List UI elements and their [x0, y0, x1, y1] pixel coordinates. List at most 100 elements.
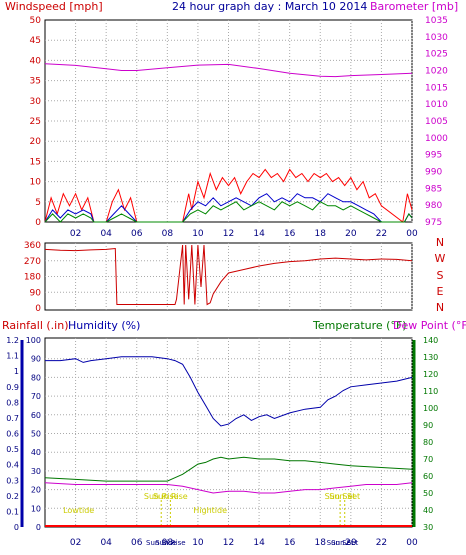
wind-x-tick-label: 14 — [253, 229, 265, 239]
barometer-axis-label: Barometer [mb] — [370, 0, 458, 13]
windspeed-tick-label: 45 — [30, 36, 41, 46]
temperature-tick-label: 120 — [423, 370, 438, 379]
temperature-tick-label: 40 — [423, 506, 433, 515]
windspeed-tick-label: 0 — [35, 218, 41, 228]
wind-x-tick-label: 04 — [100, 229, 112, 239]
rainfall-tick-label: 0.1 — [6, 507, 19, 516]
wind-direction-series — [44, 244, 413, 306]
humidity-tick-label: 20 — [31, 486, 41, 495]
barometer-tick-label: 1020 — [425, 67, 448, 77]
temperature-x-tick-label: 18 — [315, 538, 327, 548]
tide-marker-label: Hightide — [193, 506, 227, 515]
humidity-axis-label: Humidity (%) — [68, 319, 140, 332]
wind-x-tick-label: 00 — [406, 229, 418, 239]
wind-x-tick-label: 08 — [162, 229, 174, 239]
humidity-tick-label: 60 — [31, 411, 41, 420]
temperature-tick-label: 140 — [423, 336, 438, 345]
rainfall-tick-label: 0.2 — [6, 492, 19, 501]
barometer-tick-label: 1035 — [425, 16, 448, 26]
temperature-tick-label: 60 — [423, 472, 433, 481]
temperature-x-tick-label: 04 — [100, 538, 112, 548]
barometer-tick-label: 980 — [425, 201, 442, 211]
direction-panel-grid — [45, 243, 413, 310]
direction-degree-label: 180 — [24, 273, 41, 283]
wind-panel-grid — [45, 20, 413, 222]
direction-compass-label: S — [437, 269, 444, 282]
direction-degree-label: 270 — [24, 257, 41, 267]
wind-x-tick-label: 18 — [315, 229, 327, 239]
sun-marker-label: Sun Rise — [144, 492, 179, 501]
windspeed-tick-label: 15 — [30, 157, 41, 167]
rainfall-tick-label: 0.8 — [6, 398, 19, 407]
temperature-tick-label: 80 — [423, 438, 433, 447]
direction-degree-label: 360 — [24, 241, 41, 251]
temperature-x-tick-label: 22 — [376, 538, 387, 548]
direction-degree-label: 0 — [35, 304, 41, 314]
barometer-tick-label: 990 — [425, 168, 442, 178]
wind-direction-line — [44, 244, 413, 306]
temperature-x-tick-label: 20 — [345, 538, 357, 548]
sun-marker-axis-label: Sun Rise — [155, 539, 185, 547]
temperature-line — [44, 456, 413, 482]
wind-x-tick-label: 10 — [192, 229, 204, 239]
sun-marker-label: Sun Set — [325, 492, 356, 501]
rainfall-tick-label: 0 — [14, 523, 19, 532]
average-line — [44, 201, 413, 223]
temperature-x-tick-label: 10 — [192, 538, 204, 548]
rainfall-axis-label: Rainfall (.in) — [2, 319, 69, 332]
barometer-tick-label: 1030 — [425, 33, 448, 43]
windspeed-tick-labels: 0 5 10 15 20 25 30 35 40 45 50 — [30, 16, 42, 228]
windspeed-axis-label: Windspeed [mph] — [5, 0, 103, 13]
windspeed-tick-label: 20 — [30, 137, 42, 147]
temperature-x-tick-label: 06 — [131, 538, 143, 548]
temperature-tick-label: 30 — [423, 523, 433, 532]
barometer-tick-label: 985 — [425, 184, 442, 194]
temperature-tick-label: 70 — [423, 455, 433, 464]
temperature-tick-label: 50 — [423, 489, 433, 498]
temperature-tick-label: 110 — [423, 387, 438, 396]
temperature-x-tick-label: 08 — [162, 538, 174, 548]
windspeed-tick-label: 35 — [30, 77, 41, 87]
humidity-tick-label: 30 — [31, 467, 41, 476]
wind-x-tick-label: 12 — [223, 229, 234, 239]
direction-compass-label: W — [435, 252, 446, 265]
temperature-tick-labels: 30 40 50 60 70 80 90 100 110 120 130 140 — [423, 336, 438, 532]
humidity-tick-labels: 0 10 20 30 40 50 60 70 80 90 100 — [26, 336, 41, 532]
rainfall-tick-label: 0.9 — [6, 383, 19, 392]
rainfall-tick-label: 1 — [14, 367, 19, 376]
rainfall-tick-label: 0.3 — [6, 476, 19, 485]
barometer-tick-labels: 975 980 985 990 995 1000 1005 1010 1015 1020 1025 1… — [425, 16, 448, 228]
temperature-tick-label: 90 — [423, 421, 433, 430]
barometer-tick-label: 1005 — [425, 117, 448, 127]
temperature-tick-label: 130 — [423, 353, 438, 362]
temperature-panel-grid — [45, 338, 413, 527]
barometer-tick-label: 1000 — [425, 134, 448, 144]
wind-hour-tick-labels: 02 04 06 08 10 12 14 16 18 20 22 00 — [70, 229, 418, 239]
direction-degree-labels: 0 90 180 270 360 — [24, 241, 41, 314]
humidity-tick-label: 80 — [31, 373, 41, 382]
windspeed-tick-label: 10 — [30, 178, 42, 188]
humidity-tick-label: 70 — [31, 392, 41, 401]
sun-marker-label: Sun Rise — [153, 492, 188, 501]
sun-marker-axis-label: Sun Set — [331, 539, 358, 547]
chart-title: 24 hour graph day : March 10 2014 — [172, 0, 367, 13]
humidity-tick-label: 90 — [31, 355, 41, 364]
dewpoint-line — [44, 482, 413, 494]
wind-x-tick-label: 22 — [376, 229, 387, 239]
rainfall-tick-labels: 0 0.1 0.2 0.3 0.4 0.5 0.6 0.7 0.8 0.9 1 1.1 1.2 — [6, 336, 19, 532]
windspeed-tick-label: 5 — [35, 198, 41, 208]
temperature-x-tick-label: 12 — [223, 538, 234, 548]
barometer-tick-label: 1025 — [425, 50, 448, 60]
rainfall-tick-label: 0.4 — [6, 461, 19, 470]
temperature-humidity-series — [44, 356, 413, 527]
humidity-tick-label: 10 — [31, 504, 41, 513]
humidity-tick-label: 40 — [31, 448, 41, 457]
barometer-tick-label: 1015 — [425, 83, 448, 93]
barometer-tick-label: 995 — [425, 151, 442, 161]
barometer-tick-label: 1010 — [425, 100, 448, 110]
temperature-x-tick-label: 02 — [70, 538, 81, 548]
humidity-tick-label: 100 — [26, 336, 41, 345]
temperature-axis-label: Temperature (°F) — [312, 319, 407, 332]
